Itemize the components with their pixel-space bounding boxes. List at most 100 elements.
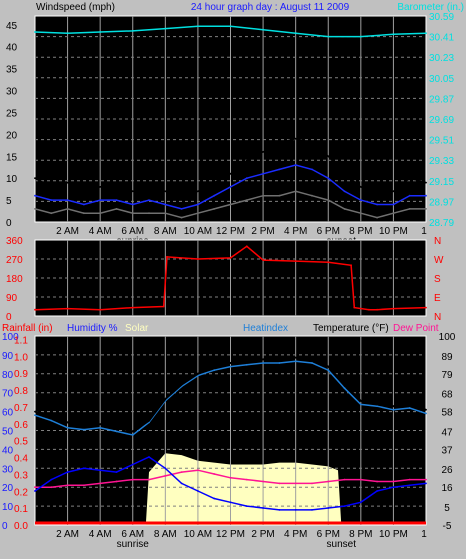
windspeed-gust-line-point — [359, 186, 362, 188]
barometer-tick: 29.33 — [429, 156, 454, 167]
humidity-line-point — [50, 478, 53, 481]
wind-direction-line-point — [262, 259, 264, 261]
humidity-line-point — [392, 486, 395, 489]
barometer-line-point — [99, 31, 102, 33]
dewpoint-line-point — [294, 482, 297, 485]
heatindex-line-point — [229, 365, 232, 368]
windspeed-tick: 10 — [6, 174, 18, 185]
temperature-tick: 89 — [441, 352, 453, 363]
windspeed-low-line-point — [213, 208, 216, 210]
wind-direction-line-point — [229, 257, 232, 259]
temperature-line-point — [229, 362, 232, 364]
hour-tick: 10 PM — [379, 226, 408, 237]
temperature-line-point — [115, 426, 118, 429]
windspeed-low-line-point — [343, 208, 346, 210]
windspeed-avg-line-point — [213, 194, 216, 197]
humidity-line-point — [376, 490, 378, 492]
windspeed-gust-line-point — [425, 181, 427, 184]
temperature-line-point — [66, 421, 69, 424]
rainfall-label: Rainfall (in) — [2, 323, 53, 334]
hour-tick: 12 PM — [216, 226, 245, 237]
dewpoint-line-point — [392, 480, 395, 483]
temperature-line-point — [197, 372, 199, 375]
dewpoint-line-point — [376, 480, 378, 483]
windspeed-gust-line-point — [83, 190, 85, 193]
windspeed-gust-line-point — [311, 142, 313, 145]
windspeed-low-line-point — [83, 212, 85, 215]
windspeed-gust-line-point — [180, 194, 183, 197]
humidity-tick: 70 — [2, 389, 14, 400]
wind-barometer-panel: 0 5 10 15 20 25 30 35 40 45 28.79 28.97 29.15 29.33 29… — [6, 12, 454, 247]
hour-tick: 1 — [421, 529, 427, 540]
heatindex-line-point — [392, 408, 395, 411]
direction-degree-tick: 270 — [6, 255, 23, 266]
humidity-tick: 30 — [2, 464, 14, 475]
dewpoint-line-point — [278, 482, 281, 485]
dewpoint-line-point — [66, 484, 69, 487]
humidity-tick: 0 — [2, 521, 8, 532]
hour-tick: 10 AM — [184, 529, 212, 540]
direction-compass-tick: W — [434, 255, 444, 266]
windspeed-tick: 20 — [6, 130, 18, 141]
barometer-line-point — [66, 32, 69, 35]
humidity-line-point — [262, 507, 264, 509]
windspeed-low-line-point — [148, 212, 150, 215]
humidity-line-point — [180, 482, 183, 485]
windspeed-low-line-point — [34, 208, 36, 210]
dewpoint-line-point — [34, 486, 36, 489]
direction-compass-tick: N — [434, 312, 441, 323]
windspeed-avg-line-point — [392, 203, 395, 206]
dewpoint-label: Dew Point — [393, 323, 439, 334]
rainfall-tick: 0.3 — [14, 470, 28, 481]
windspeed-low-line-point — [359, 212, 362, 215]
heatindex-line-point — [327, 369, 330, 372]
humidity-tick: 60 — [2, 408, 14, 419]
humidity-line-point — [408, 484, 411, 487]
windspeed-low-line-point — [294, 190, 297, 193]
windspeed-avg-line-point — [278, 168, 281, 171]
rainfall-tick: 0.6 — [14, 420, 28, 431]
wind-direction-line-point — [294, 260, 297, 262]
windspeed-low-line-point — [50, 212, 53, 215]
humidity-tick: 50 — [2, 427, 14, 438]
dewpoint-line-point — [229, 476, 232, 479]
dewpoint-line-point — [262, 480, 264, 483]
hour-tick: 6 AM — [121, 529, 144, 540]
rainfall-tick: 0.9 — [14, 369, 28, 380]
temperature-tick: -5 — [443, 521, 452, 532]
rainfall-tick: 0.5 — [14, 437, 28, 448]
dewpoint-line-point — [50, 486, 53, 489]
windspeed-low-line-point — [245, 199, 248, 202]
windspeed-avg-line-point — [180, 208, 183, 210]
barometer-tick: 29.15 — [429, 177, 454, 188]
humidity-tick: 20 — [2, 483, 14, 494]
wind-direction-line-point — [131, 306, 134, 309]
windspeed-tick: 30 — [6, 87, 18, 98]
windspeed-gust-line-point — [50, 186, 53, 188]
wind-direction-line-point — [245, 245, 248, 248]
dewpoint-line-point — [327, 480, 330, 483]
windspeed-gust-line-point — [392, 190, 395, 193]
heatindex-line-point — [262, 362, 264, 364]
humidity-line-point — [148, 456, 150, 458]
windspeed-gust-line-point — [294, 137, 297, 140]
heatindex-line-point — [50, 419, 53, 422]
hour-tick: 4 AM — [89, 529, 112, 540]
windspeed-gust-line-point — [148, 186, 150, 188]
wind-direction-line-point — [350, 264, 352, 267]
windspeed-gust-line-point — [278, 142, 281, 145]
humidity-line-point — [83, 467, 85, 470]
hour-tick: 8 AM — [154, 529, 177, 540]
windspeed-gust-line-point — [343, 172, 346, 175]
temperature-line-point — [131, 430, 134, 433]
dewpoint-line-point — [425, 478, 427, 481]
windspeed-tick: 5 — [6, 196, 12, 207]
temperature-line-point — [34, 410, 36, 413]
hour-tick: 1 — [421, 226, 427, 237]
wind-direction-line-point — [166, 256, 168, 258]
rainfall-tick: 0.1 — [14, 504, 28, 515]
hour-tick: 6 PM — [317, 226, 340, 237]
windspeed-gust-line-point — [376, 194, 378, 197]
wind-direction-line-point — [425, 306, 427, 309]
